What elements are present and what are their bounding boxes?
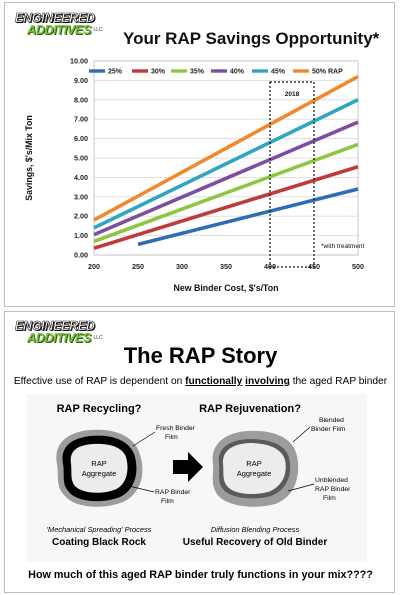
x-tick-label: 300: [176, 262, 188, 271]
rap-story-title: The RAP Story: [123, 343, 278, 368]
series-line: [137, 187, 359, 247]
chart-legend: 25% 30% 35% 40% 45% 50% RAP: [89, 69, 343, 76]
logo-suffix: LLC: [93, 335, 103, 341]
rap-recycling-heading: RAP Recycling?: [57, 403, 142, 415]
legend-label: 50% RAP: [312, 69, 343, 76]
year-2018-label: 2018: [285, 91, 300, 98]
rap-binder-pointer: [128, 485, 155, 493]
legend-label: 35%: [190, 69, 205, 76]
logo-suffix: LLC: [93, 27, 103, 33]
y-tick-label: 4.00: [74, 173, 88, 182]
legend-label: 45%: [271, 69, 286, 76]
savings-slide: ENGINEERED ADDITIVES LLC Your RAP Saving…: [4, 2, 395, 307]
logo-line2: ADDITIVES: [27, 23, 91, 37]
closing-question: How much of this aged RAP binder truly f…: [28, 569, 373, 581]
right-aggregate-label-1: RAP: [246, 459, 261, 468]
rap-binder-label-1: RAP Binder: [155, 489, 191, 496]
y-tick-label: 5.00: [74, 154, 88, 163]
series-line: [93, 98, 359, 230]
logo-line2: ADDITIVES: [27, 331, 91, 345]
transition-arrow-icon: [173, 452, 203, 482]
plot-area-border: [93, 60, 359, 256]
savings-chart: 0.00 1.00 2.00 3.00 4.00 5.00 6.00 7.00 8.00 9.00…: [24, 57, 365, 294]
engineered-additives-logo: ENGINEERED ADDITIVES LLC: [15, 11, 103, 37]
legend-label: 30%: [151, 69, 166, 76]
x-tick-label: 250: [132, 262, 144, 271]
y-tick-label: 0.00: [74, 251, 88, 260]
x-axis-label: New Binder Cost, $'s/Ton: [173, 283, 278, 293]
legend-label: 25%: [108, 69, 123, 76]
logo-line1: ENGINEERED: [15, 11, 96, 25]
rap-story-subtitle: Effective use of RAP is dependent on fun…: [5, 376, 394, 387]
x-tick-labels: 200 250 300 350 400 450 500: [88, 262, 364, 271]
fresh-binder-label-2: Film: [165, 434, 178, 441]
logo-line1: ENGINEERED: [15, 319, 96, 333]
right-aggregate-core: [222, 443, 286, 494]
left-aggregate-label-1: RAP: [91, 459, 106, 468]
series-line: [93, 165, 359, 250]
mechanical-spreading-process: 'Mechanical Spreading' Process: [47, 525, 152, 534]
blended-pointer: [292, 426, 311, 443]
blended-label-2: Binder Film: [311, 426, 346, 433]
y-tick-label: 3.00: [74, 192, 88, 201]
y-tick-label: 9.00: [74, 76, 88, 85]
left-aggregate-core: [70, 443, 128, 493]
y-tick-labels: 0.00 1.00 2.00 3.00 4.00 5.00 6.00 7.00 8.00 9.00…: [70, 57, 88, 260]
x-tick-label: 200: [88, 262, 100, 271]
unblended-label-1: Unblended: [315, 477, 348, 484]
y-tick-label: 2.00: [74, 212, 88, 221]
fresh-binder-pointer: [132, 431, 156, 447]
unblended-label-2: RAP Binder: [315, 486, 351, 493]
y-tick-label: 10.00: [70, 57, 88, 66]
chart-grid: [93, 60, 359, 256]
fresh-binder-label-1: Fresh Binder: [156, 425, 196, 432]
rap-story-slide: ENGINEERED ADDITIVES LLC The RAP Story E…: [4, 311, 395, 593]
rap-diagram: RAP Recycling? RAP Rejuvenation? RAP Agg…: [27, 394, 367, 562]
with-treatment-note: *with treatment: [321, 243, 365, 250]
coating-black-rock-caption: Coating Black Rock: [52, 537, 146, 548]
diffusion-blending-process: Diffusion Blending Process: [211, 525, 300, 534]
y-tick-label: 8.00: [74, 95, 88, 104]
unblended-label-3: Film: [323, 495, 336, 502]
x-tick-label: 350: [220, 262, 232, 271]
left-aggregate-label-2: Aggregate: [82, 469, 117, 478]
slide-title: Your RAP Savings Opportunity*: [123, 29, 380, 48]
rap-binder-label-2: Film: [161, 498, 174, 505]
series-line: [93, 74, 359, 222]
subtitle-emphasis-involving: involving: [245, 376, 290, 387]
rap-rejuvenation-heading: RAP Rejuvenation?: [199, 403, 301, 415]
series-line: [93, 142, 359, 244]
chart-series: [93, 74, 359, 250]
engineered-additives-logo-2: ENGINEERED ADDITIVES LLC: [15, 319, 103, 345]
series-line: [93, 120, 359, 237]
right-aggregate-label-2: Aggregate: [237, 469, 272, 478]
blended-label-1: Blended: [319, 417, 344, 424]
y-tick-label: 1.00: [74, 231, 88, 240]
subtitle-text-2: the aged RAP binder: [289, 376, 388, 387]
subtitle-emphasis-functionally: functionally: [185, 376, 243, 387]
unblended-pointer: [287, 483, 315, 492]
y-axis-label: Savings, $'s/Mix Ton: [24, 115, 34, 201]
useful-recovery-caption: Useful Recovery of Old Binder: [183, 537, 328, 548]
y-tick-label: 7.00: [74, 115, 88, 124]
legend-label: 40%: [230, 69, 245, 76]
year-2018-box: [269, 81, 315, 268]
subtitle-text-1: Effective use of RAP is dependent on: [13, 376, 186, 387]
y-tick-label: 6.00: [74, 134, 88, 143]
x-tick-label: 500: [352, 262, 364, 271]
